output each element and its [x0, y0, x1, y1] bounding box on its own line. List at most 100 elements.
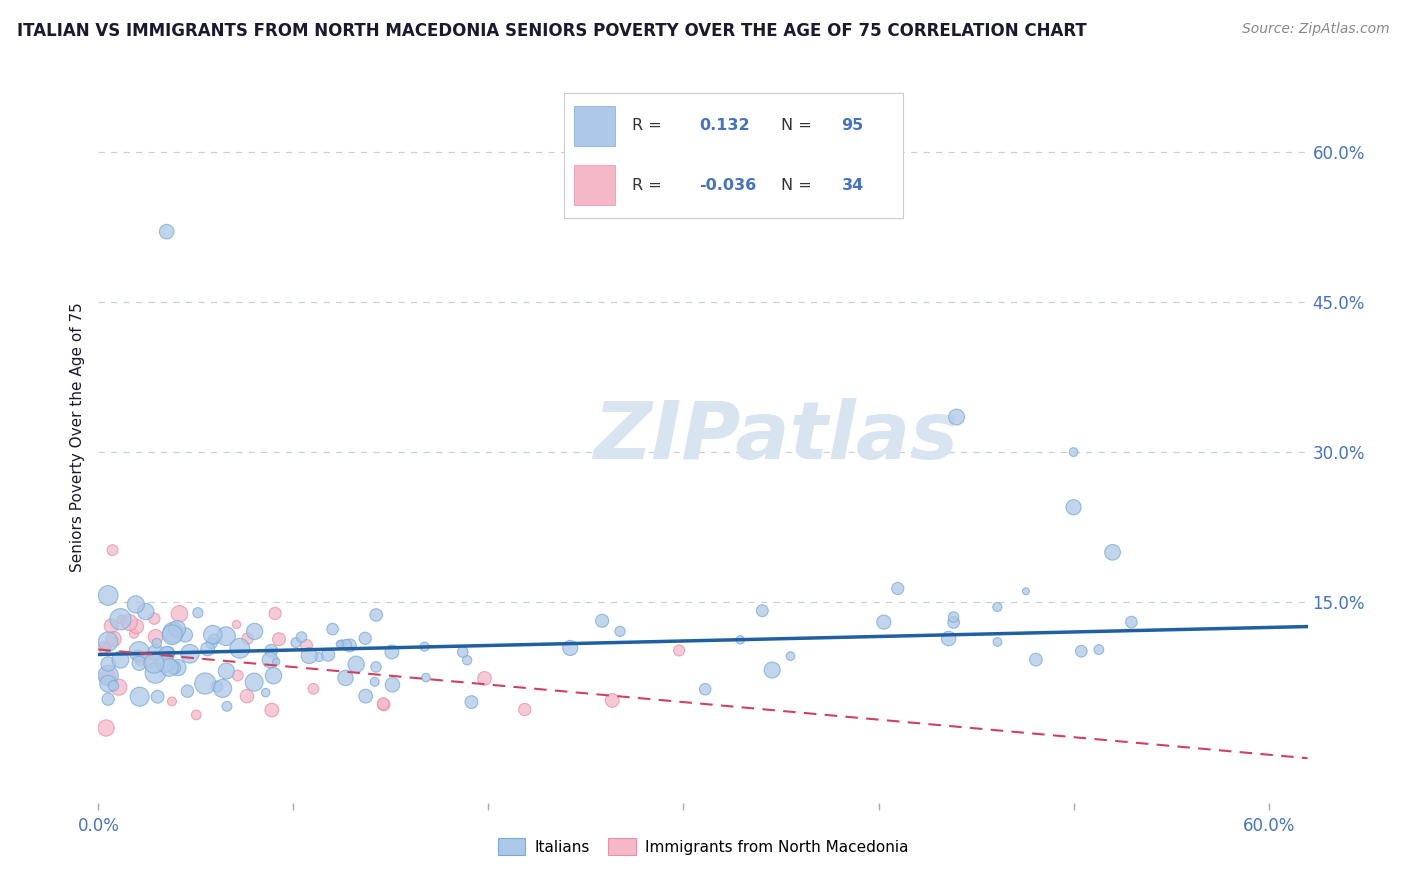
Point	[243, 675, 266, 690]
Point	[166, 622, 188, 636]
Point	[1088, 642, 1111, 657]
Point	[97, 668, 120, 682]
Point	[111, 613, 134, 627]
Point	[295, 639, 318, 653]
Point	[339, 639, 361, 653]
Point	[143, 657, 166, 671]
Point	[354, 632, 377, 646]
Point	[264, 607, 287, 621]
Point	[197, 642, 219, 657]
Point	[259, 653, 281, 667]
Point	[302, 681, 325, 696]
Point	[186, 707, 208, 722]
Point	[215, 629, 238, 643]
Point	[97, 657, 120, 671]
Point	[160, 694, 183, 708]
Point	[174, 628, 197, 642]
Point	[103, 632, 125, 647]
Point	[103, 679, 125, 693]
Point	[344, 657, 367, 672]
Point	[474, 672, 496, 686]
Point	[146, 690, 169, 704]
Point	[945, 410, 967, 425]
Point	[155, 647, 177, 661]
Point	[145, 665, 167, 680]
Point	[125, 619, 148, 633]
Point	[1063, 500, 1085, 515]
Point	[176, 684, 198, 698]
Point	[263, 669, 285, 683]
Point	[668, 643, 690, 657]
Point	[226, 668, 249, 682]
Point	[236, 632, 259, 646]
Point	[97, 677, 120, 691]
Point	[413, 640, 436, 654]
Point	[609, 624, 631, 639]
Point	[97, 589, 120, 603]
Point	[129, 654, 152, 668]
Point	[156, 646, 179, 660]
Point	[200, 636, 222, 650]
Text: ITALIAN VS IMMIGRANTS FROM NORTH MACEDONIA SENIORS POVERTY OVER THE AGE OF 75 CO: ITALIAN VS IMMIGRANTS FROM NORTH MACEDON…	[17, 22, 1087, 40]
Point	[513, 702, 536, 716]
Point	[202, 632, 225, 647]
Point	[122, 626, 145, 640]
Point	[194, 676, 217, 690]
Point	[187, 606, 209, 620]
Point	[128, 657, 150, 671]
Point	[97, 692, 120, 706]
Point	[160, 628, 183, 642]
Point	[201, 627, 224, 641]
Point	[456, 653, 478, 667]
Point	[93, 640, 115, 655]
Legend: Italians, Immigrants from North Macedonia: Italians, Immigrants from North Macedoni…	[492, 832, 914, 861]
Point	[373, 697, 395, 711]
Point	[101, 543, 124, 558]
Point	[215, 664, 238, 678]
Point	[156, 225, 179, 239]
Point	[938, 632, 960, 646]
Point	[322, 622, 344, 636]
Point	[695, 682, 717, 697]
Point	[381, 645, 404, 659]
Point	[284, 635, 307, 649]
Point	[1121, 615, 1143, 629]
Point	[1101, 545, 1123, 559]
Point	[169, 607, 191, 621]
Point	[107, 680, 129, 694]
Point	[215, 699, 238, 714]
Point	[298, 648, 321, 663]
Point	[125, 598, 148, 612]
Point	[96, 640, 118, 654]
Point	[381, 678, 404, 692]
Point	[236, 689, 259, 703]
Point	[873, 615, 896, 629]
Point	[728, 632, 751, 647]
Point	[157, 660, 180, 674]
Point	[986, 599, 1008, 614]
Point	[254, 686, 277, 700]
Point	[143, 612, 166, 626]
Point	[110, 612, 132, 626]
Point	[335, 638, 357, 652]
Point	[100, 619, 122, 633]
Point	[591, 614, 613, 628]
Point	[267, 632, 290, 647]
Point	[135, 605, 157, 619]
Point	[779, 649, 801, 664]
Point	[229, 641, 252, 656]
Point	[145, 630, 167, 644]
Point	[330, 637, 353, 651]
Point	[335, 671, 357, 685]
Point	[1070, 644, 1092, 658]
Point	[415, 671, 437, 685]
Point	[887, 582, 910, 596]
Point	[308, 650, 330, 665]
Point	[942, 610, 965, 624]
Point	[128, 690, 150, 704]
Point	[211, 681, 233, 696]
Point	[451, 645, 474, 659]
Point	[97, 634, 120, 648]
Point	[225, 617, 247, 632]
Y-axis label: Seniors Poverty Over the Age of 75: Seniors Poverty Over the Age of 75	[70, 302, 86, 572]
